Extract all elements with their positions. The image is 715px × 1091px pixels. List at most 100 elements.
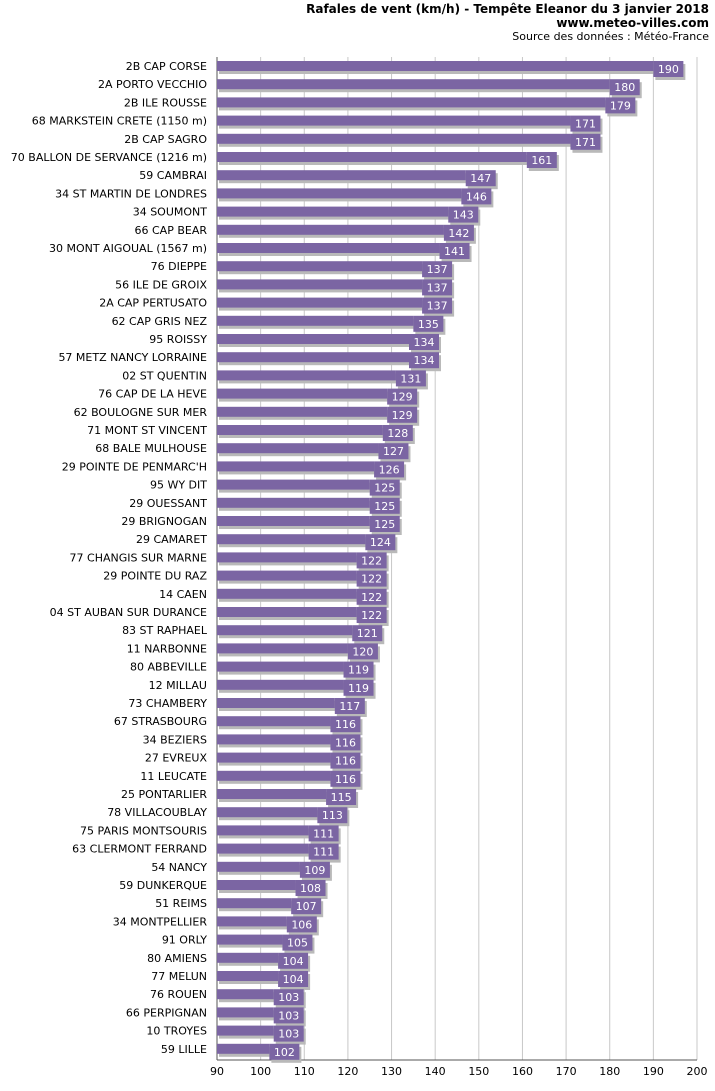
value-box [443, 224, 474, 241]
category-label: 57 METZ NANCY LORRAINE [58, 351, 207, 364]
category-label: 77 CHANGIS SUR MARNE [70, 551, 208, 564]
category-label: 29 POINTE DE PENMARC'H [62, 460, 207, 473]
data-label: 113 [322, 809, 343, 822]
category-label: 2B CAP CORSE [126, 60, 207, 73]
category-label: 66 CAP BEAR [135, 224, 208, 237]
category-label: 75 PARIS MONTSOURIS [80, 824, 207, 837]
x-tick-label: 190 [643, 1065, 664, 1078]
bar [217, 916, 287, 927]
category-label: 29 POINTE DU RAZ [103, 570, 207, 583]
category-label: 11 LEUCATE [140, 770, 207, 783]
value-box [413, 315, 444, 332]
category-label: 59 LILLE [161, 1043, 207, 1056]
bar [217, 1043, 270, 1054]
category-label: 56 ILE DE GROIX [115, 278, 207, 291]
data-label: 109 [304, 864, 325, 877]
value-box [369, 497, 400, 514]
value-box [422, 279, 453, 296]
category-label: 10 TROYES [146, 1025, 207, 1038]
site-url: www.meteo-villes.com [556, 16, 709, 30]
category-label: 02 ST QUENTIN [122, 369, 207, 382]
value-box [299, 861, 330, 878]
bar [217, 61, 654, 71]
data-label: 120 [352, 645, 373, 658]
category-label: 68 BALE MULHOUSE [95, 442, 207, 455]
category-label: 2A PORTO VECCHIO [98, 78, 207, 91]
value-box [278, 971, 309, 987]
value-box [461, 188, 492, 205]
bar [217, 534, 366, 545]
bar [217, 115, 571, 126]
x-tick-label: 180 [599, 1065, 620, 1078]
value-box [356, 607, 387, 623]
value-box [273, 1007, 304, 1024]
data-label: 129 [392, 391, 413, 404]
bar [217, 352, 409, 363]
category-label: 2B CAP SAGRO [124, 133, 207, 146]
bar [217, 880, 296, 890]
value-box [308, 825, 339, 842]
chart-title: Rafales de vent (km/h) - Tempête Eleanor… [306, 2, 709, 16]
data-label: 104 [283, 955, 304, 968]
data-label: 135 [418, 318, 439, 331]
category-label: 59 CAMBRAI [139, 169, 207, 182]
bar [217, 861, 300, 872]
value-box [439, 243, 470, 259]
data-label: 122 [361, 573, 382, 586]
category-label: 91 ORLY [162, 934, 207, 947]
category-label: 95 WY DIT [150, 479, 207, 492]
data-label: 105 [287, 937, 308, 950]
bar [217, 989, 274, 1000]
value-box [448, 206, 479, 223]
data-label: 116 [335, 773, 356, 786]
bar [217, 716, 331, 727]
data-label: 119 [348, 664, 369, 677]
category-label: 73 CHAMBERY [128, 697, 207, 710]
bar [217, 952, 279, 963]
value-box [343, 679, 374, 696]
category-label: 34 BEZIERS [143, 733, 207, 746]
value-box [317, 807, 348, 824]
bar [217, 497, 370, 508]
data-label: 117 [339, 700, 360, 713]
data-label: 137 [427, 263, 448, 276]
bar [217, 334, 409, 344]
bar [217, 188, 462, 199]
data-label: 128 [387, 427, 408, 440]
category-label: 29 OUESSANT [129, 497, 207, 510]
value-box [291, 898, 322, 915]
data-label: 125 [374, 518, 395, 531]
category-label: 34 SOUMONT [133, 206, 208, 219]
x-tick-label: 160 [512, 1065, 533, 1078]
chart-header: Rafales de vent (km/h) - Tempête Eleanor… [306, 2, 709, 44]
data-label: 180 [614, 81, 635, 94]
bar [217, 97, 606, 108]
category-label: 30 MONT AIGOUAL (1567 m) [49, 242, 207, 255]
category-label: 68 MARKSTEIN CRETE (1150 m) [32, 115, 207, 128]
data-label: 103 [278, 991, 299, 1004]
x-tick-label: 90 [210, 1065, 224, 1078]
value-box [356, 570, 387, 587]
value-box [378, 443, 409, 460]
data-label: 122 [361, 609, 382, 622]
data-label: 125 [374, 500, 395, 513]
category-label: 83 ST RAPHAEL [122, 624, 208, 637]
bar [217, 406, 388, 417]
bar [217, 734, 331, 745]
bar [217, 461, 375, 472]
bar [217, 243, 440, 253]
value-box [273, 989, 304, 1006]
data-label: 116 [335, 736, 356, 749]
data-label: 146 [466, 190, 487, 203]
value-box [382, 425, 413, 441]
data-label: 104 [283, 973, 304, 986]
data-label: 108 [300, 882, 321, 895]
data-label: 137 [427, 300, 448, 313]
category-label: 70 BALLON DE SERVANCE (1216 m) [11, 151, 207, 164]
bar [217, 679, 344, 690]
value-box [295, 880, 326, 896]
data-label: 134 [414, 354, 435, 367]
category-label: 63 CLERMONT FERRAND [72, 843, 207, 856]
category-label: 95 ROISSY [149, 333, 207, 346]
data-label: 126 [379, 463, 400, 476]
